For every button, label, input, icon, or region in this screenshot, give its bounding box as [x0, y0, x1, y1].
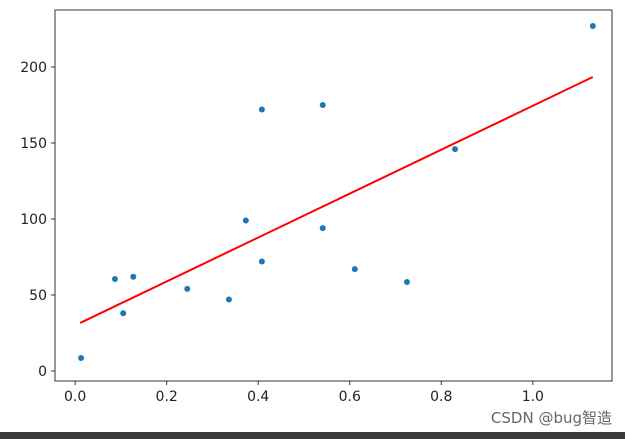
point: [130, 273, 137, 280]
plot-frame: [54, 9, 613, 382]
y-tick-label: 150: [20, 136, 47, 152]
y-tick-label: 100: [20, 212, 47, 228]
y-tick-label: 50: [29, 288, 47, 304]
x-tick-label: 0.2: [156, 389, 178, 405]
point: [111, 276, 118, 283]
point: [258, 106, 265, 113]
point: [589, 22, 596, 29]
point: [78, 355, 85, 362]
point: [258, 258, 265, 265]
x-tick-label: 0.0: [64, 389, 86, 405]
point: [225, 296, 232, 303]
x-tick-label: 1.0: [522, 389, 544, 405]
point: [120, 310, 127, 317]
y-tick-label: 0: [38, 364, 47, 380]
point: [184, 285, 191, 292]
point: [242, 217, 249, 224]
point: [319, 101, 326, 108]
x-tick-label: 0.8: [430, 389, 452, 405]
point: [452, 146, 459, 153]
point: [319, 225, 326, 232]
fit-line: [79, 76, 594, 324]
x-tick-label: 0.6: [339, 389, 361, 405]
point: [351, 266, 358, 273]
y-tick-label: 200: [20, 60, 47, 76]
x-tick-label: 0.4: [247, 389, 269, 405]
bottom-bar: [0, 432, 625, 439]
point: [403, 279, 410, 286]
watermark: CSDN @bug智造: [491, 409, 612, 427]
